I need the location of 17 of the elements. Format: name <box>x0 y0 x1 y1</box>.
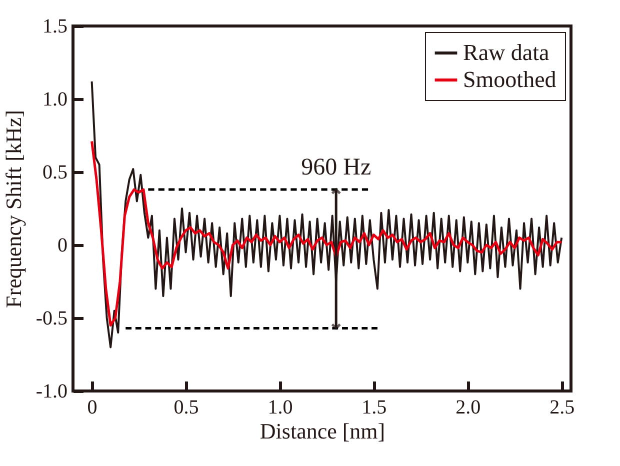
x-tick-label: 2.5 <box>550 396 575 418</box>
y-tick-label: 1.5 <box>42 16 68 38</box>
x-tick-label: 0.5 <box>174 396 199 418</box>
annotation: 960 Hz <box>301 154 372 181</box>
y-tick-label: 1.0 <box>42 88 68 110</box>
x-tick-label: 1.0 <box>268 396 293 418</box>
legend-label: Raw data <box>463 40 550 65</box>
x-tick-label: 2.0 <box>456 396 481 418</box>
x-axis-title: Distance [nm] <box>260 418 386 444</box>
y-tick-label: -0.5 <box>36 308 68 330</box>
legend-label: Smoothed <box>463 67 557 92</box>
x-tick-label: 0 <box>87 396 98 418</box>
y-tick-label: -1.0 <box>36 380 68 402</box>
y-axis-title: Frequency Shift [kHz] <box>0 110 26 308</box>
y-tick-label: 0.5 <box>42 162 68 184</box>
y-tick-label: 0 <box>58 234 68 256</box>
x-tick-label: 1.5 <box>362 396 387 418</box>
